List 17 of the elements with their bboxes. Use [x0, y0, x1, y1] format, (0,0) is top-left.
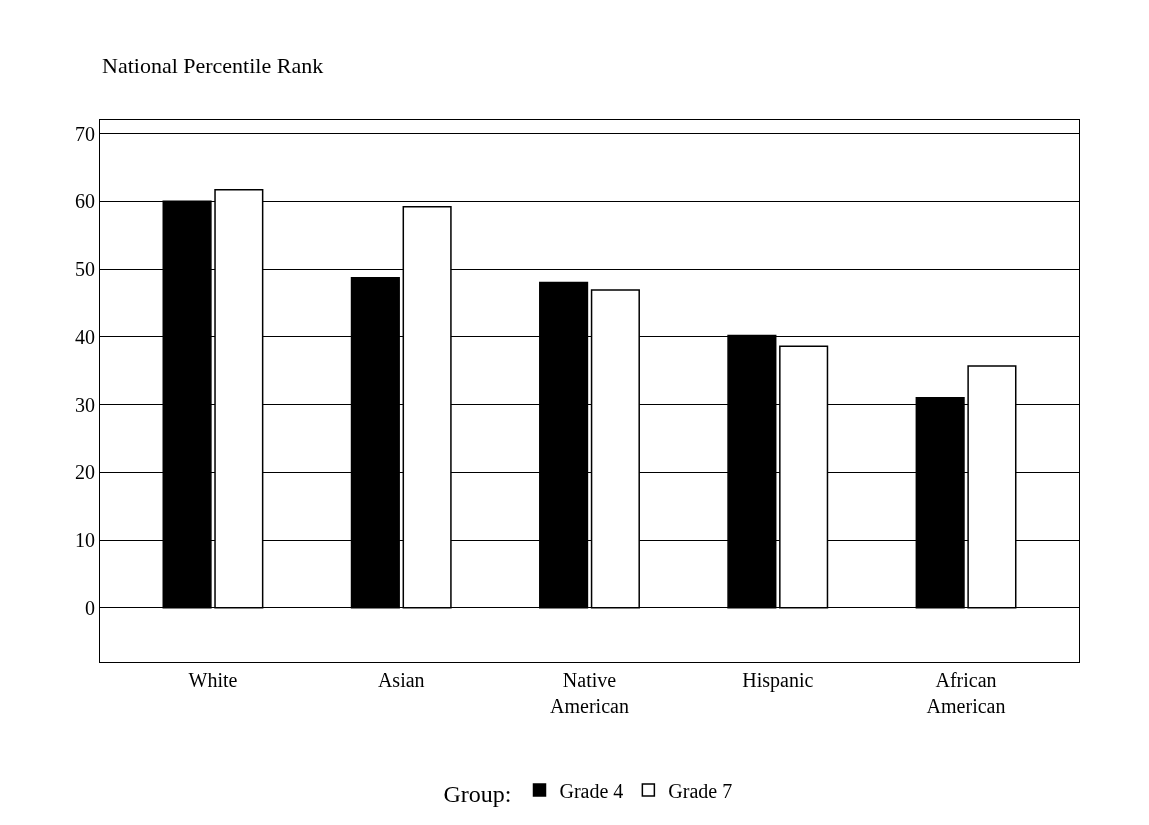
x-tick-label: African American — [926, 669, 1006, 717]
y-tick-label: 0 — [85, 596, 95, 619]
y-tick-label: 30 — [75, 393, 95, 416]
legend-title: Group: — [443, 780, 512, 807]
y-tick-label: 40 — [75, 325, 95, 348]
y-tick-label: 50 — [75, 258, 95, 281]
y-tick-label: 20 — [75, 461, 95, 484]
y-tick-label: 70 — [75, 122, 95, 145]
x-tick-label: Native American — [550, 669, 629, 717]
legend-label: Grade 7 — [668, 779, 733, 802]
legend-label: Grade 4 — [559, 779, 624, 802]
y-tick-label: 60 — [75, 190, 95, 213]
x-tick-label: Asian — [377, 669, 425, 691]
y-tick-label: 10 — [75, 529, 95, 552]
x-tick-label: Hispanic — [742, 669, 814, 692]
y-axis-title: National Percentile Rank — [102, 53, 324, 78]
x-tick-label: White — [188, 669, 238, 691]
